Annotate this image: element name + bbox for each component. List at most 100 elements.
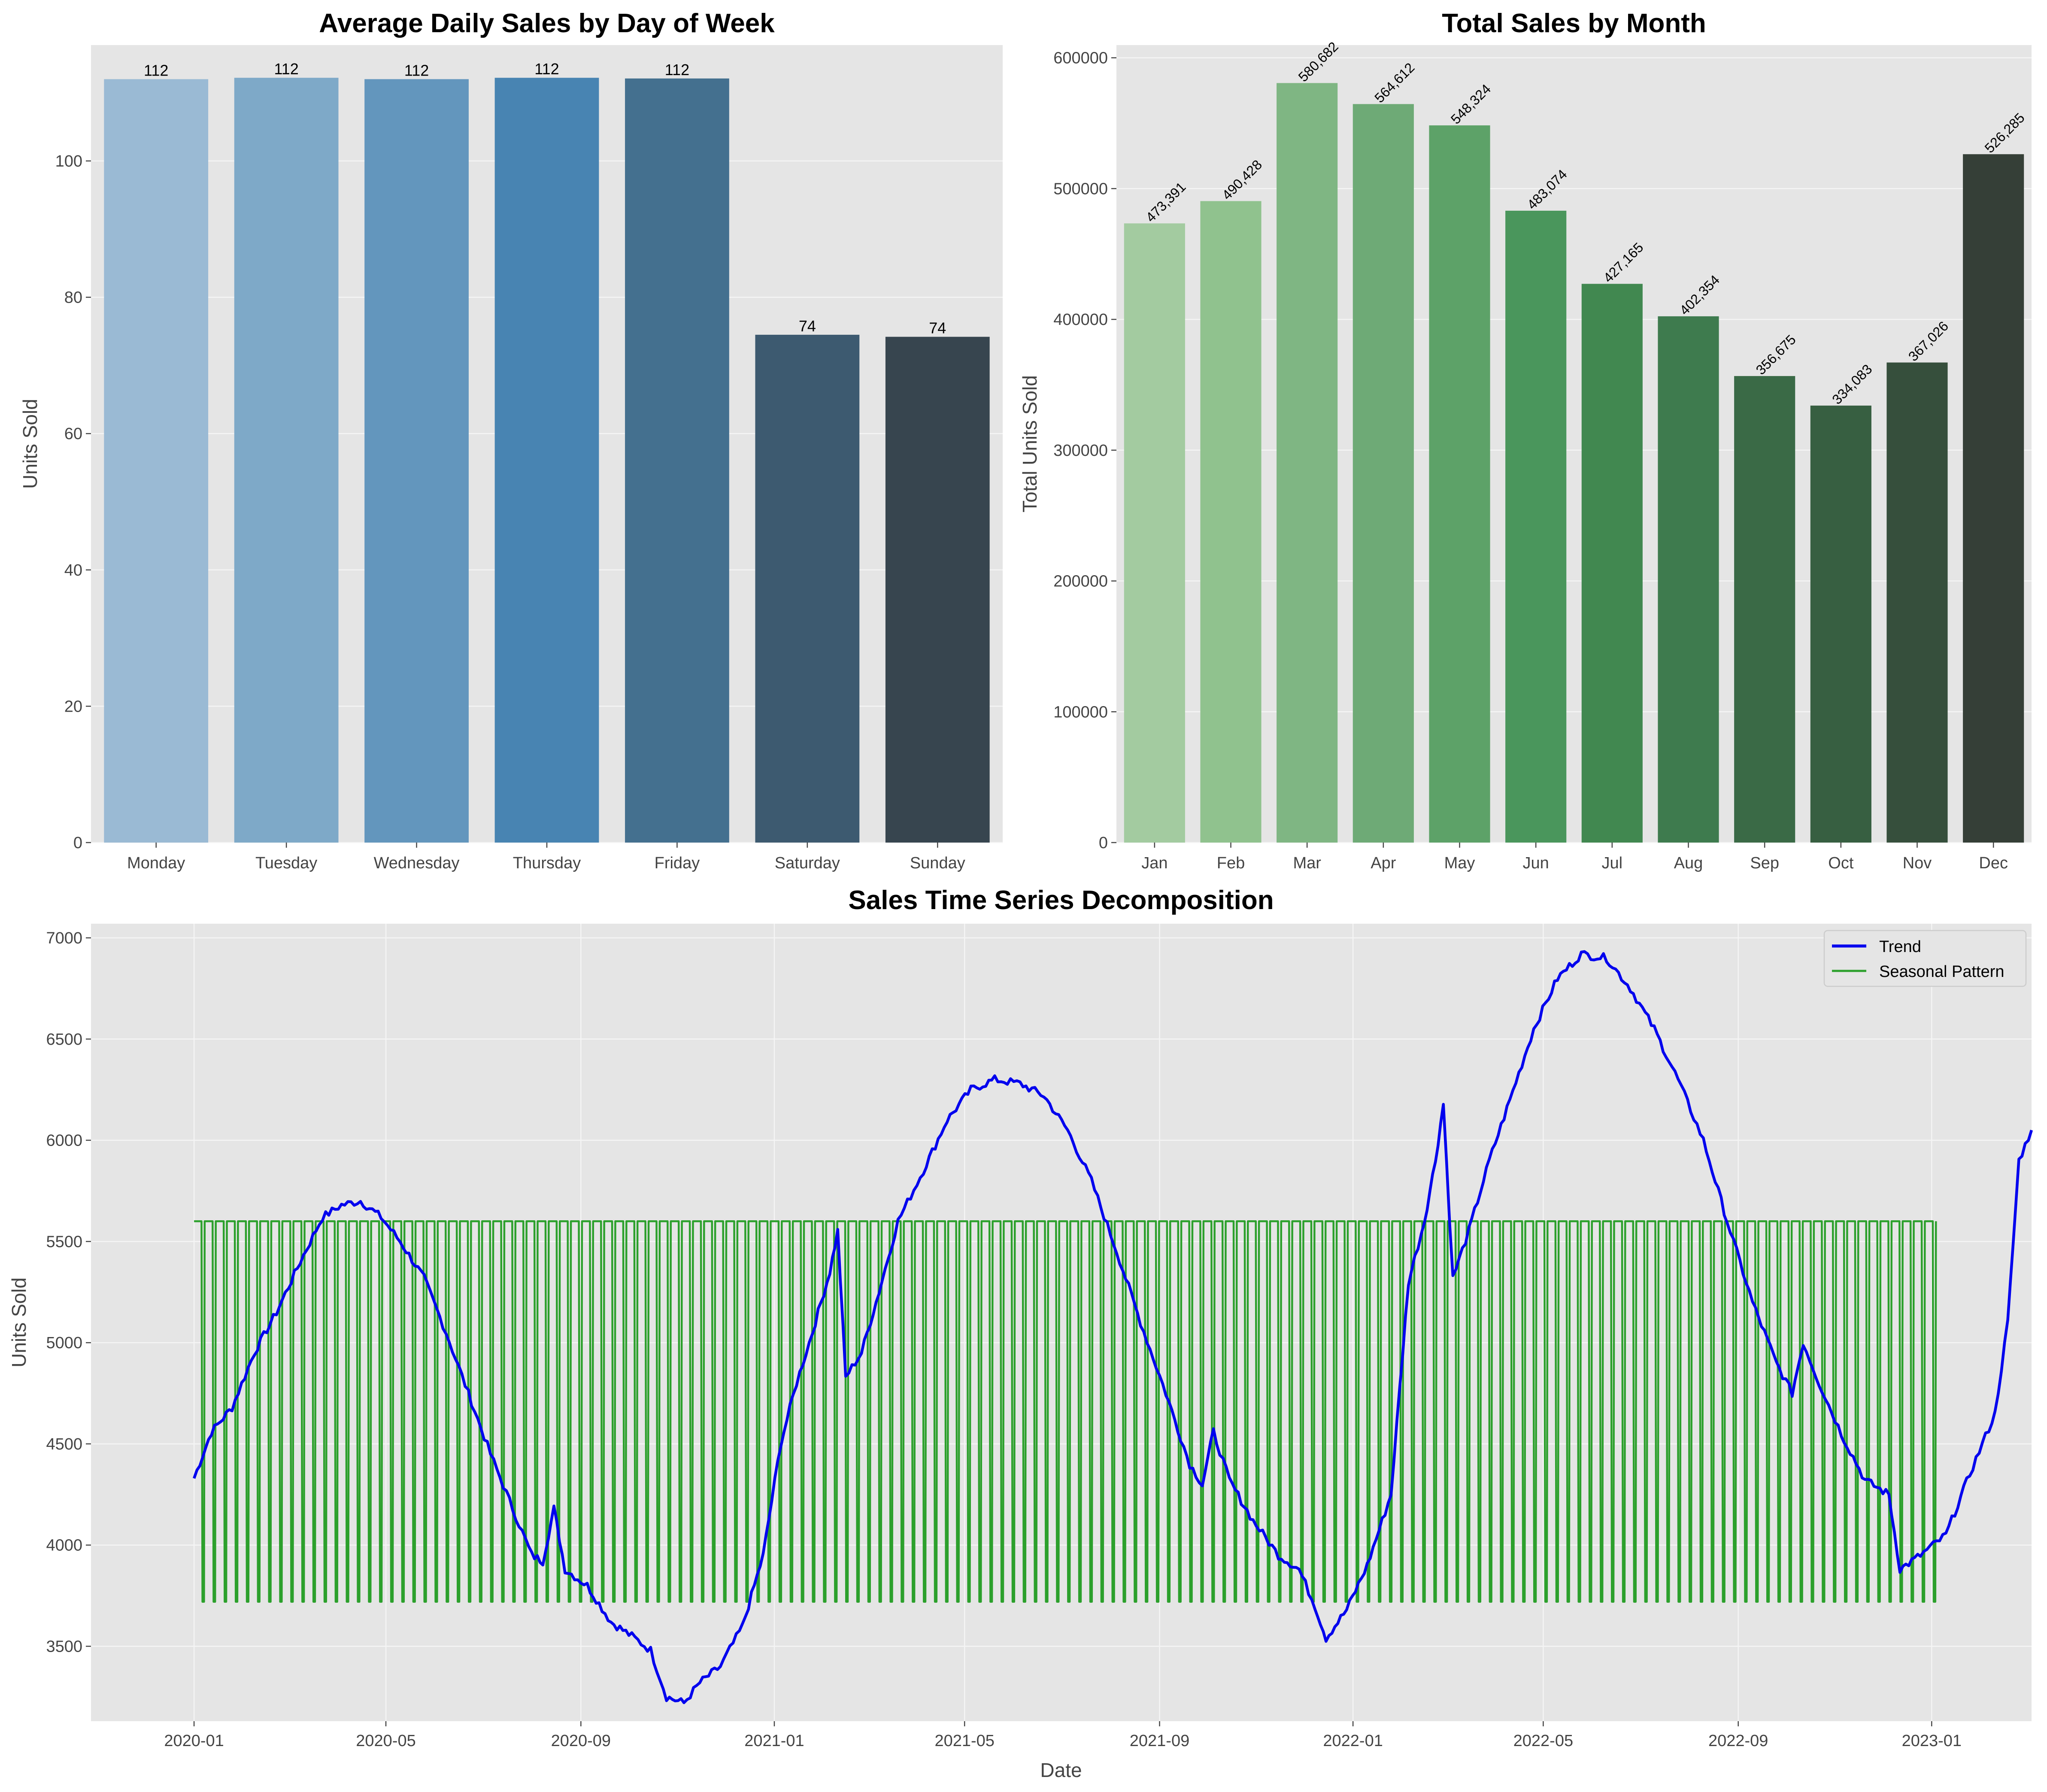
- c2-bar-dec: [1963, 154, 2024, 843]
- c1-bar-saturday: [755, 334, 860, 843]
- c2-xtick-label: May: [1444, 854, 1475, 872]
- c1-ytick-label: 0: [73, 834, 82, 852]
- c2-xtick-label: Nov: [1903, 854, 1932, 872]
- c1-bar-wednesday: [364, 79, 469, 843]
- c3-xtick-label: 2022-05: [1513, 1732, 1573, 1750]
- c2-xtick-label: Jan: [1141, 854, 1168, 872]
- c1-xtick-label: Thursday: [513, 854, 581, 872]
- c2-ytick-label: 100000: [1053, 703, 1108, 721]
- c1-bar-monday: [104, 79, 209, 843]
- c2-xtick-label: Jun: [1523, 854, 1549, 872]
- c2-bar-apr: [1353, 104, 1414, 843]
- trend-line: [193, 950, 2033, 1704]
- chart3-legend: Trend Seasonal Pattern: [1823, 930, 2027, 987]
- c1-xtick-label: Saturday: [775, 854, 840, 872]
- c3-xtick-label: 2021-05: [934, 1732, 994, 1750]
- c2-bar-jan: [1124, 223, 1185, 843]
- c2-bar-sep: [1734, 376, 1795, 843]
- c1-xtick-label: Friday: [655, 854, 700, 872]
- c2-xtick-label: Apr: [1371, 854, 1396, 872]
- chart2-x-ticks: Jan Feb Mar Apr May Jun Jul Aug Sep Oct Nov Dec: [1141, 843, 2008, 872]
- c1-value-label: 112: [274, 60, 298, 78]
- seasonal-pattern-line: [194, 1220, 1937, 1603]
- c3-xtick-label: 2023-01: [1902, 1732, 1962, 1750]
- c1-ytick-label: 80: [64, 289, 82, 307]
- chart1-y-axis-label: Units Sold: [19, 399, 41, 489]
- c3-ytick-label: 6500: [46, 1031, 82, 1049]
- chart1-value-labels: 112 112 112 112 112 74 74: [144, 60, 946, 337]
- c2-bar-aug: [1658, 316, 1719, 843]
- c3-ytick-label: 3500: [46, 1638, 82, 1656]
- c3-ytick-label: 6000: [46, 1132, 82, 1150]
- c2-bar-oct: [1810, 405, 1871, 843]
- chart-decomposition: 3500 4000 4500 5000 5500 6000 6500 7000 2020-01…: [8, 885, 2033, 1781]
- c3-xtick-label: 2021-01: [744, 1732, 804, 1750]
- c2-xtick-label: Feb: [1217, 854, 1245, 872]
- c3-xtick-label: 2022-09: [1708, 1732, 1768, 1750]
- c1-value-label: 112: [404, 61, 429, 79]
- c3-ytick-label: 4000: [46, 1537, 82, 1555]
- c1-value-label: 112: [144, 61, 168, 79]
- chart3-x-ticks: 2020-01 2020-05 2020-09 2021-01 2021-05 2021-…: [164, 1721, 1962, 1750]
- chart3-y-ticks: 3500 4000 4500 5000 5500 6000 6500 7000: [46, 929, 91, 1656]
- c3-xtick-label: 2020-01: [164, 1732, 224, 1750]
- chart-day-of-week: 112 112 112 112 112 74 74 0 20 40 60 80 100 Monday T…: [19, 9, 1003, 872]
- c3-ytick-label: 7000: [46, 929, 82, 947]
- c3-ytick-label: 5000: [46, 1334, 82, 1352]
- chart3-title: Sales Time Series Decomposition: [848, 885, 1274, 915]
- c2-ytick-label: 400000: [1053, 311, 1108, 329]
- chart3-x-axis-label: Date: [1040, 1759, 1082, 1781]
- c1-value-label: 112: [534, 60, 559, 78]
- c3-ytick-label: 5500: [46, 1233, 82, 1251]
- c3-xtick-label: 2020-05: [356, 1732, 415, 1750]
- c2-bar-may: [1429, 125, 1490, 843]
- c2-ytick-label: 200000: [1053, 573, 1108, 591]
- c2-ytick-label: 500000: [1053, 180, 1108, 198]
- c1-value-label: 112: [665, 61, 689, 79]
- c2-ytick-label: 300000: [1053, 442, 1108, 460]
- c1-xtick-label: Sunday: [910, 854, 965, 872]
- c1-bar-sunday: [885, 337, 990, 843]
- c1-xtick-label: Monday: [127, 854, 185, 872]
- c2-xtick-label: Dec: [1979, 854, 2008, 872]
- chart2-title: Total Sales by Month: [1442, 9, 1706, 38]
- c1-value-label: 74: [799, 317, 816, 335]
- chart2-y-ticks: 0 100000 200000 300000 400000 500000 600000: [1053, 49, 1116, 852]
- c2-bar-jun: [1505, 210, 1567, 843]
- c2-ytick-label: 0: [1099, 834, 1108, 852]
- c3-xtick-label: 2020-09: [551, 1732, 611, 1750]
- c2-bar-jul: [1581, 284, 1643, 843]
- c1-ytick-label: 100: [55, 152, 82, 170]
- legend-trend-label: Trend: [1879, 938, 1921, 956]
- c2-xtick-label: Aug: [1674, 854, 1703, 872]
- c1-ytick-label: 60: [64, 425, 82, 443]
- legend-seasonal-label: Seasonal Pattern: [1879, 963, 2005, 981]
- c3-ytick-label: 4500: [46, 1435, 82, 1453]
- c2-xtick-label: Sep: [1750, 854, 1779, 872]
- c1-ytick-label: 20: [64, 697, 82, 716]
- c1-xtick-label: Wednesday: [374, 854, 460, 872]
- c2-xtick-label: Jul: [1602, 854, 1623, 872]
- chart1-bars: [104, 78, 990, 843]
- chart1-y-ticks: 0 20 40 60 80 100: [55, 152, 91, 852]
- c3-xtick-label: 2022-01: [1323, 1732, 1383, 1750]
- chart1-x-ticks: Monday Tuesday Wednesday Thursday Friday Satu…: [127, 843, 965, 872]
- c1-bar-tuesday: [234, 78, 339, 843]
- c2-xtick-label: Oct: [1828, 854, 1854, 872]
- chart2-gridlines: [1116, 57, 2032, 843]
- c1-bar-thursday: [494, 78, 599, 843]
- chart2-bars: [1124, 83, 2024, 843]
- chart3-y-axis-label: Units Sold: [8, 1277, 30, 1367]
- c1-xtick-label: Tuesday: [255, 854, 317, 872]
- c1-value-label: 74: [929, 319, 946, 337]
- chart3-gridlines: [91, 924, 2032, 1721]
- chart1-title: Average Daily Sales by Day of Week: [319, 9, 775, 38]
- c2-xtick-label: Mar: [1293, 854, 1321, 872]
- c2-bar-mar: [1277, 83, 1338, 843]
- c3-xtick-label: 2021-09: [1130, 1732, 1189, 1750]
- legend-box: [1823, 930, 2027, 987]
- c1-ytick-label: 40: [64, 561, 82, 579]
